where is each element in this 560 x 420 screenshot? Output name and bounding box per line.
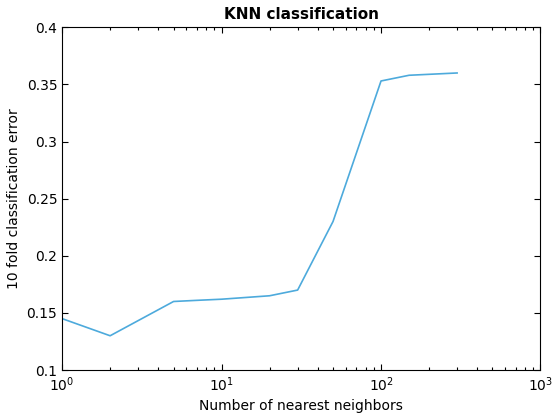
X-axis label: Number of nearest neighbors: Number of nearest neighbors [199, 399, 403, 413]
Y-axis label: 10 fold classification error: 10 fold classification error [7, 108, 21, 289]
Title: KNN classification: KNN classification [224, 7, 379, 22]
